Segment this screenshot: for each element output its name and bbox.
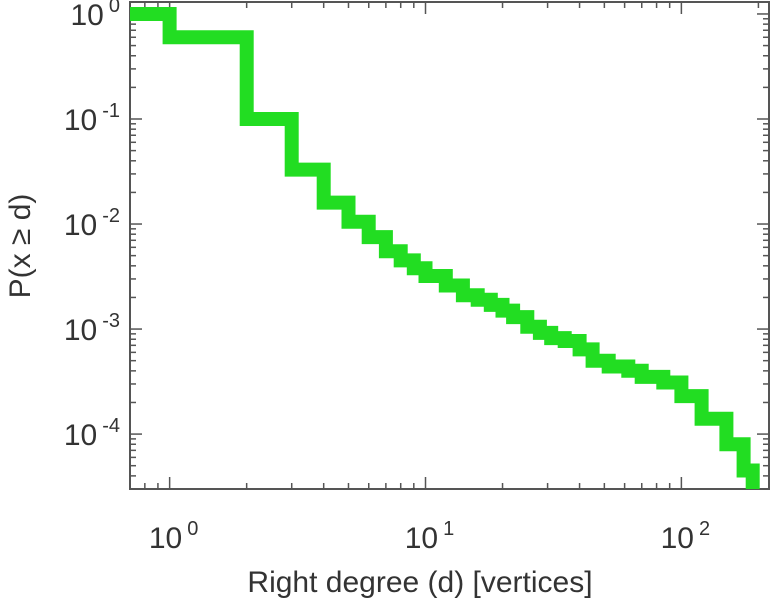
x-tick-labels: 10 0 10 1 10 2 [149, 518, 710, 555]
y-tick-label: 10 -1 [64, 100, 120, 137]
y-tick-label: 10 -3 [64, 310, 120, 347]
series-line [130, 6, 760, 489]
x-tick-label: 10 1 [405, 518, 455, 555]
y-axis-label: P(x ≥ d) [4, 194, 37, 299]
minor-ticks [129, 2, 769, 490]
y-tick-label: 10 -4 [64, 415, 120, 452]
x-tick-label: 10 0 [149, 518, 199, 555]
y-tick-label: 10 -2 [64, 205, 120, 242]
major-ticks [130, 2, 769, 489]
x-tick-label: 10 2 [661, 518, 711, 555]
y-tick-label: 10 0 [71, 0, 121, 32]
plot-frame [129, 1, 770, 490]
x-axis-label: Right degree (d) [vertices] [247, 566, 592, 599]
